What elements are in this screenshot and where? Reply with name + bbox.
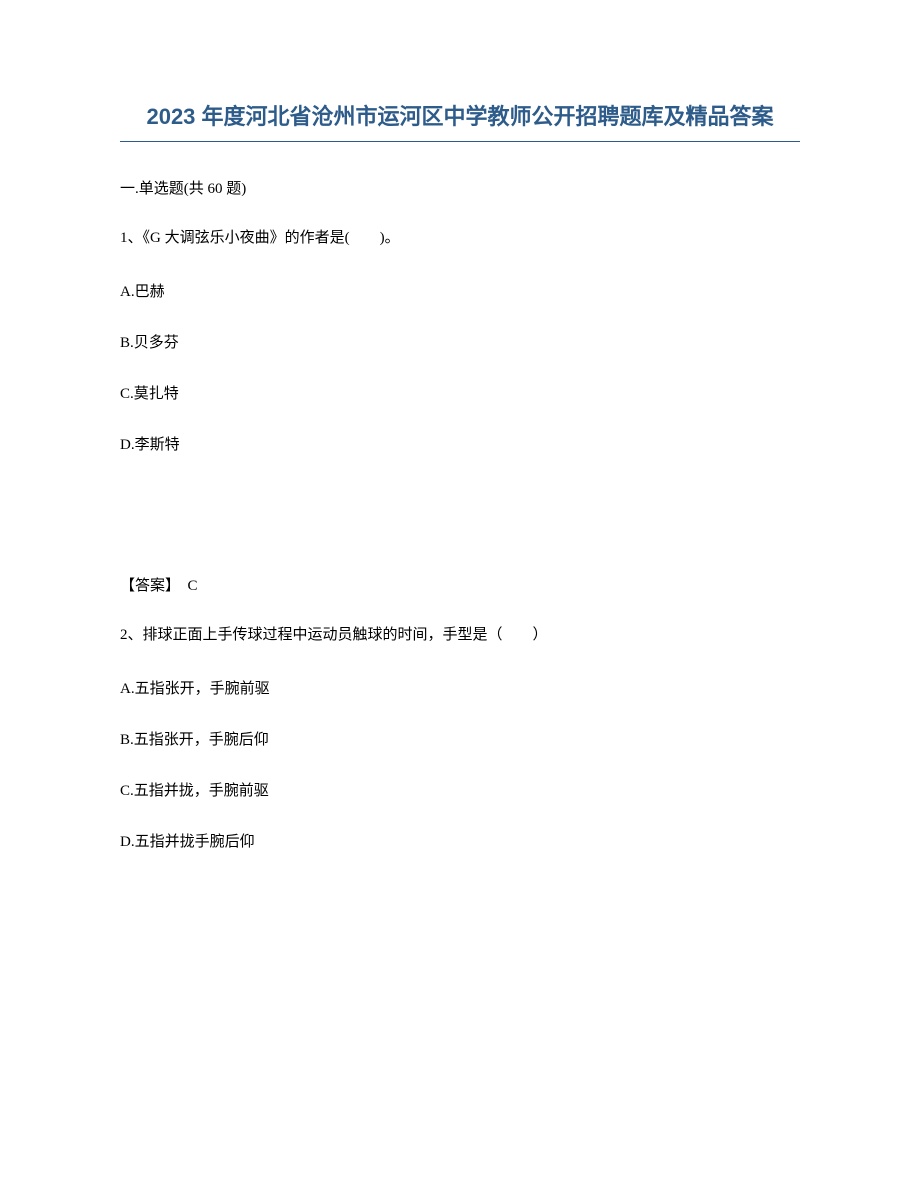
question-1-number: 1、 <box>120 230 143 246</box>
question-1-option-d: D.李斯特 <box>120 433 800 454</box>
answer-value: C <box>188 578 198 594</box>
question-1-option-a: A.巴赫 <box>120 280 800 301</box>
document-title: 2023 年度河北省沧州市运河区中学教师公开招聘题库及精品答案 <box>120 100 800 133</box>
question-2-text: 2、排球正面上手传球过程中运动员触球的时间，手型是（ ） <box>120 623 800 647</box>
question-1-option-c: C.莫扎特 <box>120 382 800 403</box>
question-2-option-b: B.五指张开，手腕后仰 <box>120 728 800 749</box>
question-2-number: 2、 <box>120 627 143 643</box>
question-1-answer: 【答案】 C <box>120 574 800 595</box>
title-underline <box>120 141 800 142</box>
question-2-option-c: C.五指并拢，手腕前驱 <box>120 779 800 800</box>
question-1-body: 《G 大调弦乐小夜曲》的作者是( )。 <box>143 230 400 246</box>
question-2-body: 排球正面上手传球过程中运动员触球的时间，手型是（ ） <box>143 627 548 643</box>
question-2-option-d: D.五指并拢手腕后仰 <box>120 830 800 851</box>
answer-label: 【答案】 <box>120 578 173 594</box>
question-1-option-b: B.贝多芬 <box>120 331 800 352</box>
section-header: 一.单选题(共 60 题) <box>120 177 800 198</box>
question-2-option-a: A.五指张开，手腕前驱 <box>120 677 800 698</box>
question-1-text: 1、《G 大调弦乐小夜曲》的作者是( )。 <box>120 226 800 250</box>
